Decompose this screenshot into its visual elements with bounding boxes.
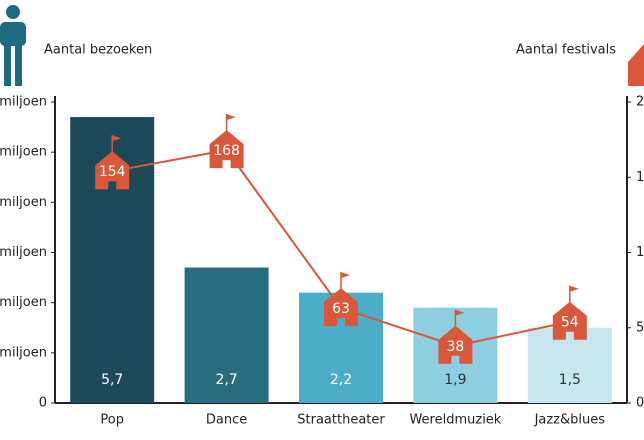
bar-value-label: 2,2 (330, 372, 352, 388)
y2-tick-label: 1 (636, 170, 644, 185)
bar (184, 267, 269, 403)
house-marker (209, 130, 244, 169)
x-tick-label: Straattheater (297, 413, 385, 428)
x-tick-label: Wereldmuziek (409, 413, 501, 428)
flag (341, 272, 350, 279)
y2-tick-label: 1 (636, 245, 644, 260)
bar-value-label: 1,5 (559, 372, 581, 388)
point-value-label: 154 (99, 164, 126, 180)
person-icon (0, 5, 26, 86)
x-tick-label: Jazz&blues (534, 413, 606, 428)
point-value-label: 63 (332, 301, 350, 317)
flag (455, 309, 465, 316)
bar (527, 327, 612, 403)
flag (569, 285, 579, 292)
y-tick-label: miljoen (0, 345, 47, 360)
house-icon (628, 44, 644, 86)
x-tick-label: Pop (100, 413, 124, 428)
legend-right: Aantal festivals (516, 43, 616, 58)
flag (226, 114, 236, 121)
house-marker (95, 151, 130, 190)
house-marker (438, 325, 473, 364)
house-marker (324, 288, 358, 327)
point-value-label: 168 (213, 143, 240, 159)
y-tick-label: miljoen (0, 295, 47, 310)
y2-tick-label: 0 (636, 396, 644, 411)
flag (112, 135, 122, 142)
legend-left: Aantal bezoeken (44, 43, 152, 58)
y-tick-label: miljoen (0, 145, 47, 160)
bar-value-label: 5,7 (101, 372, 123, 388)
point-value-label: 38 (446, 339, 464, 355)
y-tick-label: miljoen (0, 95, 47, 110)
y2-tick-label: 2 (636, 95, 644, 110)
x-tick-label: Dance (206, 413, 247, 428)
bar-value-label: 2,7 (215, 372, 237, 388)
y-tick-label: miljoen (0, 245, 47, 260)
bar-value-label: 1,9 (444, 372, 466, 388)
point-value-label: 54 (561, 315, 579, 331)
house-marker (552, 301, 587, 340)
y-tick-label: 0 (39, 396, 47, 411)
y-tick-label: miljoen (0, 195, 47, 210)
y2-tick-label: 5 (636, 320, 644, 335)
